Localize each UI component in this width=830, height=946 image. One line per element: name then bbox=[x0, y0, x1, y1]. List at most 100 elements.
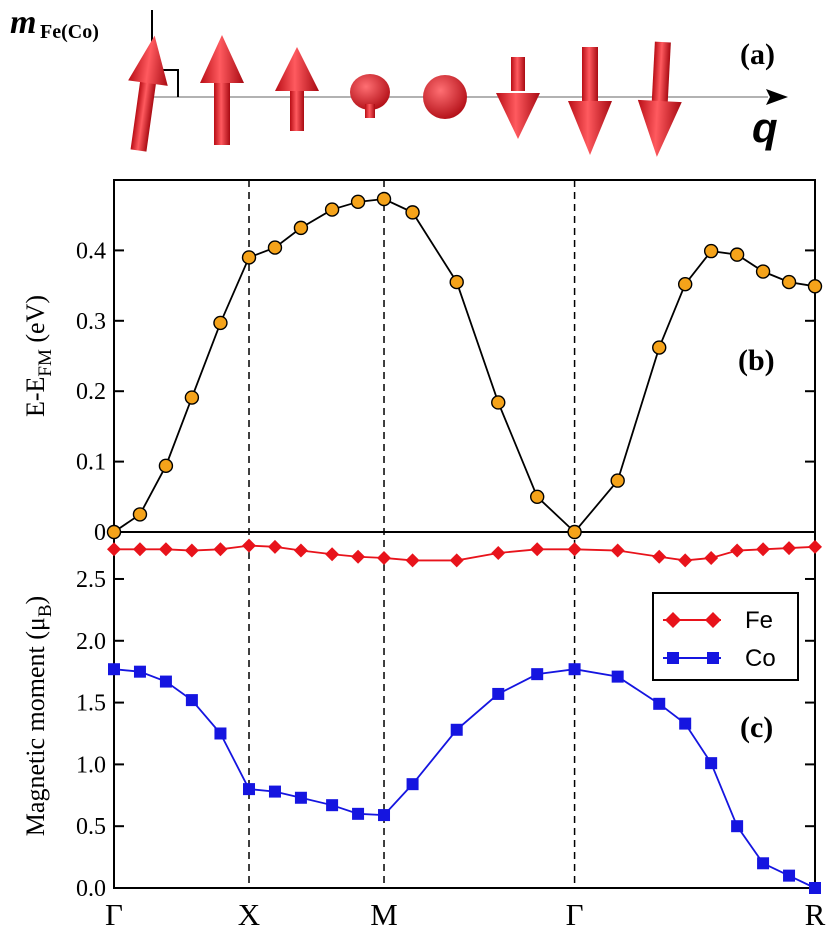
moment-tick-label: 1.0 bbox=[76, 752, 106, 778]
co-point bbox=[214, 727, 227, 740]
fe-point bbox=[491, 546, 506, 561]
energy-point bbox=[491, 395, 506, 410]
energy-point bbox=[106, 524, 122, 540]
co-point bbox=[653, 697, 666, 710]
moment-series bbox=[107, 538, 822, 894]
high-symmetry-label: M bbox=[370, 897, 398, 932]
energy-point bbox=[267, 240, 283, 255]
energy-point bbox=[405, 205, 420, 220]
moment-subscript: Fe(Co) bbox=[40, 21, 99, 43]
energy-point bbox=[729, 247, 745, 262]
panel-b-label: (b) bbox=[738, 344, 775, 377]
fe-point bbox=[158, 542, 173, 557]
energy-point bbox=[567, 524, 582, 540]
high-symmetry-label: Γ bbox=[566, 897, 584, 932]
fe-point bbox=[678, 553, 693, 568]
spin-arrow-4 bbox=[350, 74, 390, 118]
co-point bbox=[731, 820, 744, 833]
co-point bbox=[531, 668, 544, 681]
fe-point bbox=[184, 543, 199, 558]
fe-point bbox=[782, 541, 797, 556]
energy-point bbox=[703, 243, 719, 259]
energy-point bbox=[324, 202, 340, 217]
co-point bbox=[757, 857, 770, 870]
moment-tick-label: 0.5 bbox=[76, 814, 106, 840]
energy-point bbox=[293, 220, 309, 236]
fe-point bbox=[132, 542, 147, 557]
legend-co-marker-end bbox=[707, 652, 719, 664]
co-point bbox=[378, 809, 391, 822]
co-curve bbox=[113, 668, 816, 889]
legend-co-label: Co bbox=[745, 645, 776, 672]
co-point bbox=[705, 757, 718, 770]
energy-point bbox=[449, 274, 464, 290]
energy-tick-label: 0.1 bbox=[76, 450, 106, 476]
energy-tick-label: 0 bbox=[94, 520, 106, 546]
energy-point bbox=[132, 507, 148, 522]
fe-point bbox=[325, 547, 340, 562]
co-point bbox=[133, 665, 146, 678]
energy-point bbox=[652, 340, 667, 355]
fe-point bbox=[730, 543, 745, 558]
fe-point bbox=[530, 542, 545, 557]
co-point bbox=[108, 663, 120, 676]
energy-axis-sub: FM bbox=[35, 349, 56, 377]
legend-box bbox=[652, 592, 799, 681]
energy-series bbox=[106, 191, 823, 540]
moment-tick-label: 1.5 bbox=[76, 691, 106, 717]
fe-point bbox=[449, 553, 464, 568]
fe-point bbox=[377, 550, 392, 565]
energy-ticks: 0 0.1 0.2 0.3 0.4 bbox=[76, 238, 815, 546]
energy-point bbox=[241, 250, 257, 265]
high-symmetry-label: X bbox=[238, 897, 260, 932]
co-point bbox=[406, 778, 419, 791]
fe-point bbox=[213, 542, 228, 557]
moment-axis-title: Magnetic moment (μB) bbox=[21, 596, 56, 836]
co-point bbox=[294, 791, 307, 804]
co-point bbox=[268, 785, 281, 798]
fe-point bbox=[808, 539, 822, 554]
fe-point bbox=[756, 542, 771, 557]
fe-point bbox=[293, 543, 308, 558]
co-point bbox=[450, 723, 463, 736]
fe-point bbox=[610, 543, 625, 558]
fe-point bbox=[704, 550, 719, 565]
wavevector-symbol: q bbox=[752, 104, 778, 151]
spin-arrow-8 bbox=[637, 41, 682, 157]
fe-point bbox=[652, 549, 667, 564]
spin-arrow-5 bbox=[423, 75, 467, 119]
energy-point bbox=[781, 274, 797, 290]
energy-point bbox=[184, 390, 200, 405]
moment-tick-label: 0.0 bbox=[76, 876, 106, 902]
co-point bbox=[611, 670, 624, 683]
energy-tick-label: 0.2 bbox=[76, 379, 106, 405]
spin-spiral-illustration: m Fe(Co) (a) q bbox=[10, 4, 788, 157]
spin-arrow-6 bbox=[496, 57, 540, 139]
legend-fe-marker-end bbox=[705, 612, 721, 628]
energy-tick-label: 0.3 bbox=[76, 309, 106, 335]
energy-point bbox=[350, 194, 366, 210]
energy-point bbox=[755, 264, 771, 279]
energy-point bbox=[677, 276, 693, 292]
energy-axis-unit: (eV) bbox=[21, 295, 50, 349]
moment-symbol: m bbox=[10, 4, 36, 41]
spin-arrow-3 bbox=[275, 47, 319, 131]
energy-point bbox=[158, 458, 174, 474]
high-symmetry-label: R bbox=[805, 897, 826, 932]
moment-axis-close: ) bbox=[21, 596, 50, 605]
co-point bbox=[783, 869, 796, 882]
energy-axis-main: E-E bbox=[21, 377, 50, 417]
fe-point bbox=[107, 542, 121, 557]
spin-arrow-2 bbox=[200, 35, 244, 145]
moment-ticks: 0.0 0.5 1.0 1.5 2.0 2.5 bbox=[76, 567, 815, 902]
fe-point bbox=[351, 549, 366, 564]
legend: Fe Co bbox=[652, 592, 799, 681]
co-point bbox=[243, 783, 256, 796]
energy-point bbox=[807, 279, 823, 294]
co-point bbox=[679, 717, 692, 730]
energy-point bbox=[529, 489, 545, 504]
legend-fe-marker bbox=[665, 612, 681, 628]
energy-tick-label: 0.4 bbox=[76, 238, 106, 264]
